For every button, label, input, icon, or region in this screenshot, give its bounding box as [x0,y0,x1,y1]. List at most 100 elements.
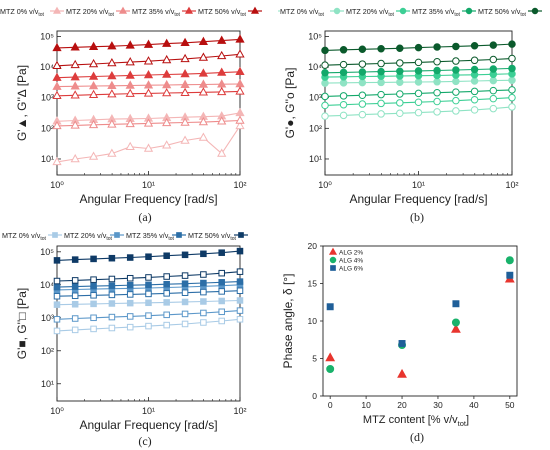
data-point [90,276,97,283]
y-tick-label: 10² [41,123,54,133]
x-tick-label: 40 [469,400,479,410]
x-tick-label: 10⁰ [318,180,332,190]
data-point [143,39,154,48]
data-point [321,112,329,120]
data-point [125,141,135,151]
legend-label: ALG 2% [339,250,363,257]
legend-marker [330,265,336,271]
data-point [470,77,479,85]
data-point [396,99,404,107]
legend-label: MTZ 35% v/vtot [126,231,175,242]
panel-label: (b) [410,210,424,224]
data-point [180,69,190,78]
legend-subscript: tot [520,12,526,18]
legend-label: MTZ 20% v/vtot [346,7,395,18]
data-point [452,96,460,105]
data-point [377,110,385,118]
y-tick-label: 5 [312,354,317,364]
data-point [143,143,154,152]
legend-subscript: tot [168,236,174,242]
legend-marker [250,6,260,14]
legend-label: MTZ 35% v/vtot [132,7,181,18]
y-tick-label: 10² [41,346,54,356]
data-point [200,279,207,287]
data-point [433,78,441,86]
data-point [339,68,348,77]
panel-label: (a) [138,210,151,224]
y-tick-label: 10⁵ [308,31,322,41]
data-point [126,313,134,320]
data-point [218,279,225,286]
data-point [198,87,209,96]
legend-label: MTZ 0% v/vtot [2,231,47,242]
legend-subscript: tot [40,236,46,242]
legend-marker [329,256,337,264]
data-point [198,117,209,126]
data-point [326,365,335,373]
x-axis-title: Angular Frequency [rad/s] [79,192,217,206]
data-point [358,91,367,100]
data-point [71,277,79,284]
data-point [508,86,516,94]
data-point [108,300,116,307]
data-point [126,291,134,298]
legend-subscript: tot [240,12,246,18]
legend-label: MTZ 50% v/vtot [478,7,527,18]
data-point [145,281,152,289]
data-point [163,290,170,297]
data-point [397,368,407,378]
y-tick-label: 10⁴ [40,62,54,72]
data-point [470,42,479,50]
data-point [200,250,207,258]
data-point [414,78,423,86]
data-point [70,153,80,163]
y-tick-label: 10⁴ [40,280,54,290]
data-point [162,117,172,127]
data-point [107,41,117,50]
data-point [470,95,479,104]
x-tick-label: 10⁰ [50,180,64,190]
data-point [217,50,227,60]
data-point [162,140,172,149]
data-point [414,89,423,98]
data-point [163,299,170,306]
data-point [396,90,404,98]
legend: MTZ 0% v/vtot MTZ 20% v/vtot MTZ 35% v/vto… [0,6,262,18]
data-point [180,79,190,88]
data-point [143,56,154,65]
data-point [236,307,244,314]
data-point [52,156,62,166]
data-point [181,280,189,287]
data-point [162,69,172,78]
data-point [143,80,154,89]
data-point [339,111,348,120]
data-point [108,313,116,321]
data-point [70,81,80,90]
data-point [489,65,498,73]
data-point [377,78,385,87]
data-point [236,287,244,295]
data-point [125,88,135,97]
legend-subscript: tot [318,12,324,18]
legend-marker [328,247,338,255]
data-point [70,59,80,69]
data-point [489,41,498,49]
legend: MTZ 0% v/vtot MTZ 20% v/vtot MTZ 35% v/vto… [2,231,248,242]
data-point [396,78,404,86]
data-point [236,297,244,304]
legend-subscript: tot [108,12,114,18]
data-point [377,59,385,68]
data-point [107,80,117,89]
y-tick-label: 0 [312,391,317,401]
legend-marker [333,7,341,15]
data-point [53,292,61,300]
data-point [339,92,348,100]
data-point [358,78,367,87]
y-tick-label: 10⁵ [40,31,54,41]
data-point [108,291,116,299]
x-tick-label: 10⁰ [50,406,64,416]
data-point [162,54,172,64]
data-point [143,88,154,97]
data-point [71,283,79,290]
data-point [52,72,62,81]
